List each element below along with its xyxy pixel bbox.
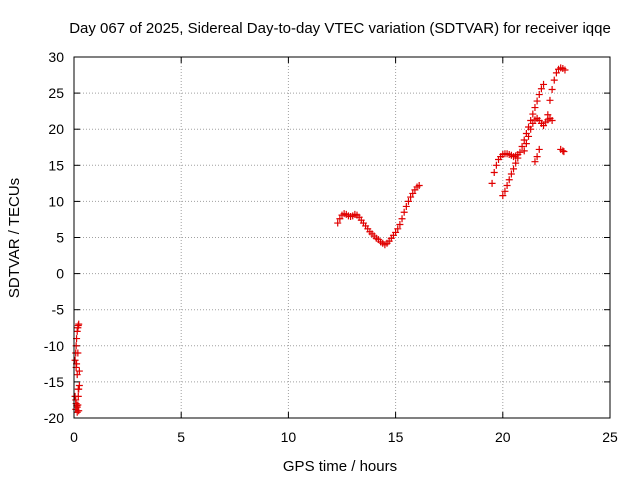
grid xyxy=(74,57,610,418)
y-tick-label: 10 xyxy=(48,193,64,209)
data-point xyxy=(75,367,83,375)
series-segment-midday xyxy=(334,182,423,249)
data-point xyxy=(561,66,569,74)
data-point xyxy=(525,132,533,140)
data-point xyxy=(535,91,543,99)
x-tick-labels: 0 5 10 15 20 25 xyxy=(70,429,618,445)
data-point xyxy=(503,182,511,190)
y-tick-label: 5 xyxy=(56,230,64,246)
data-point xyxy=(492,161,500,169)
data-point xyxy=(507,170,515,178)
data-point xyxy=(512,159,520,167)
y-tick-label: 0 xyxy=(56,266,64,282)
data-point xyxy=(73,408,81,416)
data-point xyxy=(73,327,81,335)
data-point xyxy=(535,145,543,153)
y-tick-label: -5 xyxy=(52,302,65,318)
data-point xyxy=(392,228,400,236)
data-point xyxy=(548,117,556,125)
data-point xyxy=(552,69,560,77)
data-point xyxy=(505,176,513,184)
data-point xyxy=(559,147,567,155)
data-point xyxy=(516,148,524,156)
data-point xyxy=(75,407,83,415)
x-tick-label: 5 xyxy=(177,429,185,445)
data-point xyxy=(336,215,344,223)
data-point xyxy=(550,76,558,84)
data-point xyxy=(529,119,537,127)
data-point xyxy=(404,197,412,205)
data-point xyxy=(546,96,554,104)
data-point xyxy=(400,208,408,216)
data-series xyxy=(71,64,569,416)
y-tick-label: 30 xyxy=(48,49,64,65)
data-point xyxy=(501,187,509,195)
chart-title: Day 067 of 2025, Sidereal Day-to-day VTE… xyxy=(69,20,611,37)
data-point xyxy=(522,140,530,148)
y-tick-label: 15 xyxy=(48,157,64,173)
data-point xyxy=(540,122,548,130)
data-point xyxy=(75,320,83,328)
data-point xyxy=(560,148,568,156)
data-point xyxy=(510,165,518,173)
data-point xyxy=(74,349,82,357)
y-tick-labels: -20 -15 -10 -5 0 5 10 15 20 25 30 xyxy=(44,49,64,426)
data-point xyxy=(396,221,404,229)
data-point xyxy=(74,392,82,400)
data-point xyxy=(398,215,406,223)
y-tick-label: 25 xyxy=(48,85,64,101)
data-point xyxy=(490,169,498,177)
y-tick-label: -15 xyxy=(44,374,64,390)
data-point xyxy=(75,382,83,390)
data-point xyxy=(520,136,528,144)
series-segment-early xyxy=(71,320,83,416)
series-segment-evening xyxy=(488,64,569,200)
data-point xyxy=(73,371,81,379)
y-tick-label: -20 xyxy=(44,410,64,426)
data-point xyxy=(74,385,82,393)
x-axis-label: GPS time / hours xyxy=(283,458,397,475)
data-point xyxy=(415,182,423,190)
data-point xyxy=(548,85,556,93)
y-tick-label: -10 xyxy=(44,338,64,354)
plot-frame xyxy=(73,56,611,419)
data-point xyxy=(514,154,522,162)
data-point xyxy=(409,189,417,197)
y-tick-label: 20 xyxy=(48,121,64,137)
x-tick-label: 15 xyxy=(388,429,404,445)
y-axis-label: SDTVAR / TECUs xyxy=(6,178,23,298)
x-tick-label: 20 xyxy=(495,429,511,445)
data-point xyxy=(533,153,541,161)
x-tick-label: 25 xyxy=(602,429,618,445)
data-point xyxy=(527,125,535,133)
data-point xyxy=(531,104,539,112)
data-point xyxy=(71,356,79,364)
x-tick-label: 0 xyxy=(70,429,78,445)
data-point xyxy=(407,193,415,201)
data-point xyxy=(529,110,537,118)
data-point xyxy=(499,192,507,200)
data-point xyxy=(531,158,539,166)
data-point xyxy=(488,179,496,187)
data-point xyxy=(537,85,545,93)
x-tick-label: 10 xyxy=(281,429,297,445)
data-point xyxy=(533,97,541,105)
data-point xyxy=(74,401,82,409)
data-point xyxy=(518,143,526,151)
data-point xyxy=(402,202,410,210)
data-point xyxy=(394,225,402,233)
data-point xyxy=(520,147,528,155)
data-point xyxy=(540,80,548,88)
data-point xyxy=(334,219,342,227)
